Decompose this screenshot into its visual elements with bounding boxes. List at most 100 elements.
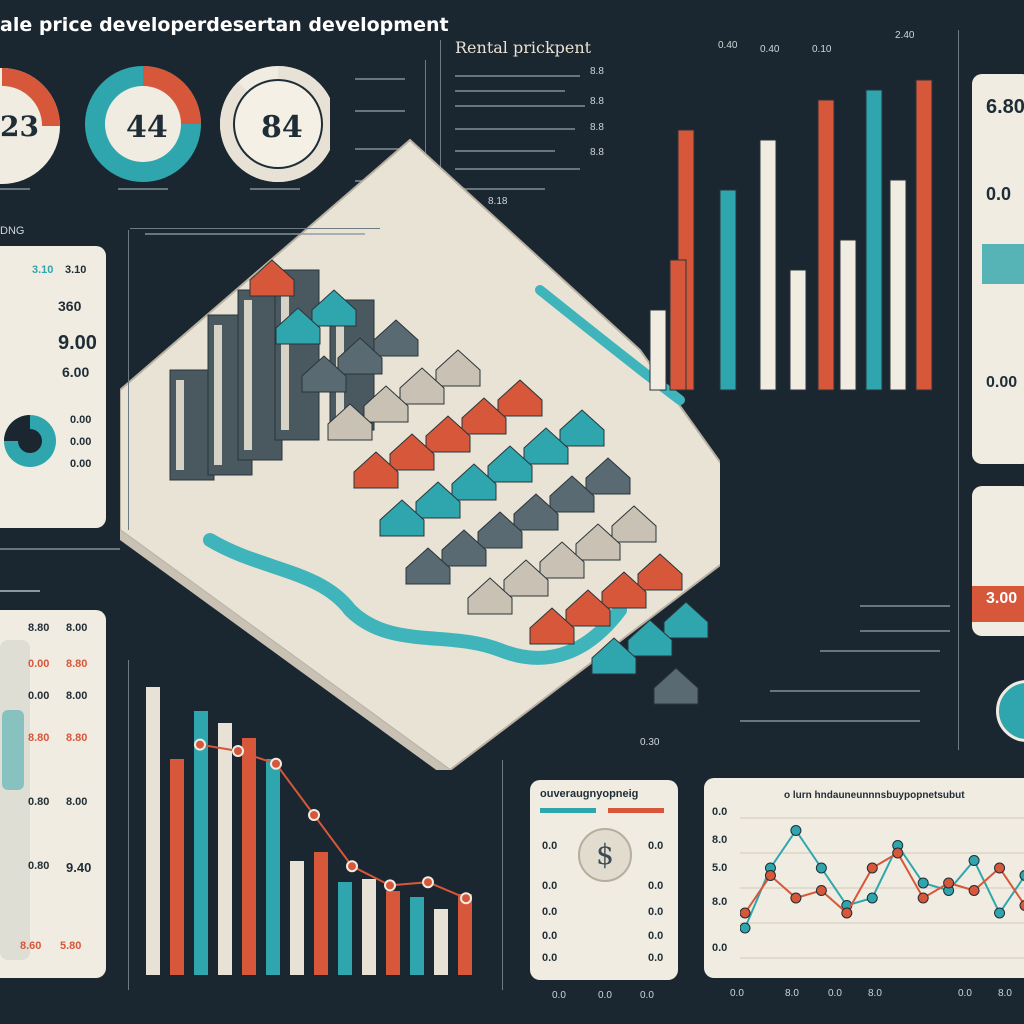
lb-r2c2: 8.80 — [66, 658, 88, 670]
house-30 — [379, 499, 425, 537]
donut-1-value: 23 — [0, 110, 39, 143]
house-18 — [327, 403, 373, 441]
main-title: ale price developerdesertan development — [0, 14, 449, 36]
bottom-bar-7 — [314, 852, 328, 975]
bottom-bar-3 — [218, 723, 232, 975]
right-low-value: 0.00 — [986, 374, 1018, 391]
rlc-xtick-2: 8.0 — [785, 988, 799, 999]
rlc-ytick-3: 5.0 — [712, 862, 728, 874]
top-bar-7 — [839, 239, 857, 391]
left-bottom-label — [0, 590, 40, 592]
rental-axis-tick-2: 8.8 — [590, 96, 604, 107]
rlc-point-1-2 — [790, 892, 802, 904]
rlc-point-1-7 — [917, 892, 929, 904]
house-38 — [591, 637, 637, 675]
left-val-8: 0.00 — [70, 458, 92, 470]
overlay-point-7 — [460, 892, 472, 905]
lb-r5c2: 8.00 — [66, 796, 88, 808]
overlay-point-4 — [346, 860, 358, 873]
house-39 — [653, 667, 699, 705]
left-val-3: 360 — [58, 298, 82, 314]
overlay-line — [199, 743, 467, 900]
right-panel-mid: 3.00 — [972, 486, 1024, 636]
overlay-point-2 — [270, 757, 282, 770]
right-line-chart-panel: o lurn hndauneunnnsbuypopnetsubut 0.0 8.… — [704, 778, 1024, 978]
bottom-bar-9 — [362, 879, 376, 975]
cp-r1c1: 0.0 — [542, 840, 558, 852]
cp-footer-2: 0.0 — [598, 990, 612, 1001]
lb-r6c1: 0.80 — [28, 860, 50, 872]
top-bar-tick-1: 0.40 — [718, 40, 738, 51]
rlc-point-0-9 — [968, 855, 980, 866]
lb-r3c2: 8.00 — [66, 690, 88, 702]
donut-3 — [220, 66, 330, 182]
top-bar-5 — [789, 269, 807, 391]
right-line-chart-title: o lurn hndauneunnnsbuypopnetsubut — [784, 790, 965, 801]
lb-r7c2: 5.80 — [60, 940, 82, 952]
rlc-point-0-10 — [994, 907, 1006, 919]
cp-r3c2: 0.0 — [648, 906, 664, 918]
rental-title: Rental prickpent — [455, 38, 592, 57]
rlc-point-0-11 — [1019, 870, 1024, 881]
lb-r7c1: 8.60 — [20, 940, 42, 952]
bottom-bar-chart — [146, 687, 472, 975]
lb-r1c1: 8.80 — [28, 622, 50, 634]
lb-r5c1: 0.80 — [28, 796, 50, 808]
donut-2-value: 44 — [126, 110, 168, 145]
rlc-point-1-8 — [943, 877, 955, 889]
rlc-point-0-2 — [790, 825, 802, 836]
right-bottom-value: 3.00 — [986, 590, 1018, 607]
cp-r5c2: 0.0 — [648, 952, 664, 964]
left-bottom-panel: 8.80 8.00 0.00 8.80 0.00 8.00 8.80 8.80 … — [0, 610, 106, 978]
bottom-bar-11 — [410, 897, 424, 975]
lb-r4c1: 8.80 — [28, 732, 50, 744]
rlc-xtick-4: 8.0 — [868, 988, 882, 999]
rental-axis-tick-3: 8.8 — [590, 122, 604, 133]
bottom-bar-10 — [386, 891, 400, 975]
rlc-ytick-5: 0.0 — [712, 942, 728, 954]
rlc-point-0-0 — [740, 922, 751, 934]
bottom-bar-5 — [266, 759, 280, 975]
house-36 — [467, 577, 513, 615]
house-37 — [529, 607, 575, 645]
rlc-point-1-3 — [815, 885, 827, 896]
house-0 — [249, 259, 295, 297]
overlay-point-0 — [194, 738, 206, 751]
bottom-bar-4 — [242, 738, 256, 975]
cp-r1c2: 0.0 — [648, 840, 664, 852]
rlc-ytick-2: 8.0 — [712, 834, 728, 846]
bottom-bar-12 — [434, 909, 448, 975]
bottom-bar-8 — [338, 882, 352, 975]
bottom-bar-0 — [146, 687, 160, 975]
donut-1 — [0, 68, 60, 184]
left-panel-header: DNG — [0, 225, 25, 237]
bottom-bar-1 — [170, 759, 184, 975]
top-bar-10 — [915, 79, 933, 391]
rlc-ytick-1: 0.0 — [712, 806, 728, 818]
lb-r6c2: 9.40 — [66, 860, 92, 875]
center-stats-panel: ouveraugnyopneig $ 0.0 0.0 0.0 0.0 0.0 0… — [530, 780, 678, 980]
left-val-4: 9.00 — [58, 332, 97, 354]
rlc-series-0 — [744, 828, 1024, 929]
house-6 — [275, 307, 321, 345]
rental-axis-tick-1: 8.8 — [590, 66, 604, 77]
overlay-point-3 — [308, 809, 320, 821]
cp-footer-3: 0.0 — [640, 990, 654, 1001]
rlc-series-1 — [744, 851, 1024, 915]
right-panel-top: 6.80 0.0 0.00 — [972, 74, 1024, 464]
donut-chart-group — [0, 66, 330, 184]
rlc-ytick-4: 8.0 — [712, 896, 728, 908]
rlc-point-1-10 — [994, 862, 1006, 874]
left-val-6: 0.00 — [70, 414, 92, 426]
top-bar-tick-4: 2.40 — [895, 30, 915, 41]
cp-r4c2: 0.0 — [648, 930, 664, 942]
rlc-point-1-1 — [764, 870, 776, 881]
cp-r4c1: 0.0 — [542, 930, 558, 942]
cp-r5c1: 0.0 — [542, 952, 558, 964]
rlc-point-0-3 — [815, 862, 827, 874]
rlc-xtick-5: 0.0 — [958, 988, 972, 999]
top-bar-tick-2: 0.40 — [760, 44, 780, 55]
left-panel: 3.10 3.10 360 9.00 6.00 0.00 0.00 0.00 — [0, 246, 106, 528]
top-bar-2 — [669, 259, 687, 391]
cp-footer-1: 0.0 — [552, 990, 566, 1001]
